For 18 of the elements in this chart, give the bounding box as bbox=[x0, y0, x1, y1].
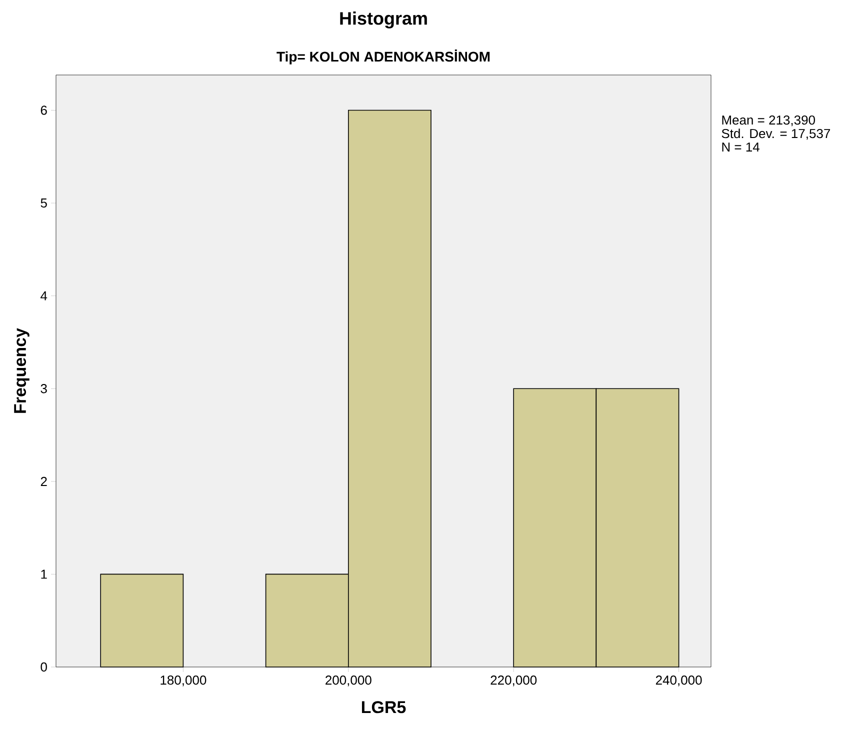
y-tick-label: 4 bbox=[40, 291, 48, 300]
y-tick-label: 6 bbox=[40, 106, 47, 115]
y-tick-label: 5 bbox=[40, 198, 47, 208]
y-tick-label: 1 bbox=[41, 570, 47, 579]
y-tick-label: 2 bbox=[40, 476, 47, 486]
y-axis-title: Frequency bbox=[14, 328, 30, 413]
chart-subtitle: Tip= KOLON ADENOKARSİNOM bbox=[276, 50, 490, 64]
x-tick-label: 180,000 bbox=[160, 676, 206, 686]
text: Mean = 213,390 bbox=[722, 115, 816, 126]
x-tick-label: 220,000 bbox=[490, 676, 537, 686]
text: Std. Dev. = 17,537 bbox=[722, 128, 830, 140]
text: N = 14 bbox=[722, 142, 760, 152]
y-tick-label: 0 bbox=[40, 662, 47, 672]
x-tick-label: 200,000 bbox=[326, 676, 372, 686]
x-axis-title: LGR5 bbox=[362, 701, 406, 714]
chart-title: Histogram bbox=[340, 12, 427, 28]
y-tick-label: 3 bbox=[40, 384, 47, 394]
x-tick-label: 240,000 bbox=[656, 676, 702, 686]
